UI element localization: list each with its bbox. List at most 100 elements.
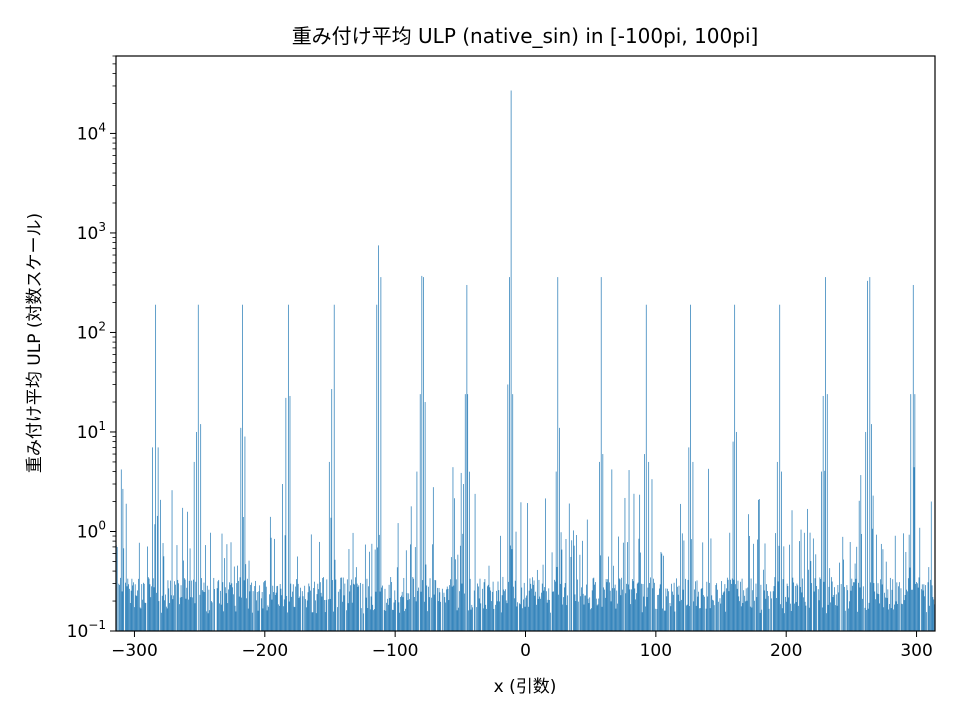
bar	[417, 590, 419, 631]
bar	[763, 569, 764, 631]
bar	[281, 595, 283, 631]
bar	[280, 588, 282, 631]
bar	[418, 587, 419, 631]
bar	[131, 578, 133, 631]
bar	[507, 384, 509, 631]
bar	[491, 591, 493, 631]
bar	[134, 584, 136, 631]
bar	[804, 601, 806, 631]
bar	[365, 597, 367, 631]
bar	[273, 592, 274, 631]
bar	[767, 595, 769, 631]
bar	[252, 591, 254, 631]
bar	[277, 585, 279, 631]
bar	[609, 590, 611, 631]
bar	[909, 567, 911, 631]
bar	[130, 590, 132, 631]
bar	[553, 591, 555, 631]
bar	[695, 605, 697, 631]
bar	[768, 608, 770, 631]
bar	[321, 596, 323, 631]
bar	[478, 598, 480, 631]
bar	[487, 586, 488, 631]
bar	[306, 607, 307, 631]
x-axis: −300 −200 −100 0 100 200 300	[111, 631, 933, 661]
bar	[296, 579, 297, 631]
bar	[317, 583, 319, 631]
bar	[266, 610, 268, 631]
bar	[409, 599, 410, 631]
bar	[862, 586, 864, 631]
bar	[423, 277, 424, 631]
bar	[688, 447, 690, 631]
bar	[269, 594, 270, 631]
bar	[187, 511, 188, 631]
bar	[315, 613, 317, 631]
bar	[565, 539, 567, 631]
bar	[796, 583, 798, 631]
bar	[759, 612, 761, 631]
bar	[707, 596, 709, 631]
bar	[208, 589, 210, 631]
bar	[575, 601, 577, 631]
bar	[404, 611, 405, 631]
bar	[871, 528, 873, 631]
bar	[597, 604, 599, 631]
bar	[694, 589, 695, 631]
bar	[700, 588, 702, 631]
bar	[930, 501, 932, 631]
bar	[133, 582, 134, 631]
bar	[529, 578, 531, 631]
bar	[270, 537, 272, 631]
bar	[870, 582, 871, 631]
bar	[247, 578, 248, 631]
bar	[383, 610, 385, 631]
bar	[399, 612, 401, 631]
bar	[495, 604, 496, 631]
bar	[140, 608, 142, 631]
bar	[922, 590, 924, 631]
bar	[614, 584, 616, 631]
bar	[145, 603, 147, 631]
bar	[362, 583, 364, 631]
bar	[852, 585, 853, 631]
bar	[444, 597, 446, 631]
bar	[464, 394, 466, 631]
bar	[387, 604, 389, 631]
bar	[220, 604, 222, 631]
bar	[723, 591, 725, 631]
bar	[748, 514, 749, 631]
bar	[290, 583, 292, 631]
bar	[531, 588, 532, 631]
bar	[200, 424, 202, 631]
bar	[419, 394, 421, 631]
bar	[441, 588, 443, 631]
bar	[262, 608, 264, 631]
bar	[851, 578, 853, 631]
bar	[328, 599, 329, 631]
bar	[871, 424, 872, 631]
bar	[483, 582, 485, 631]
bar	[435, 580, 437, 631]
bar	[876, 593, 878, 631]
bar	[830, 602, 831, 631]
bar	[456, 610, 458, 631]
bar	[636, 593, 637, 631]
bar	[416, 471, 418, 631]
bar	[254, 586, 256, 631]
bar	[921, 584, 923, 631]
bar	[849, 542, 851, 631]
bar	[427, 611, 428, 631]
bar	[309, 586, 310, 631]
bar	[532, 584, 534, 631]
bar	[816, 585, 817, 631]
bar	[482, 608, 484, 631]
bar	[712, 599, 713, 631]
bar	[876, 534, 877, 631]
bar	[127, 578, 129, 631]
bar	[499, 601, 500, 631]
bar	[154, 524, 156, 631]
bar	[904, 594, 906, 631]
bar	[521, 587, 523, 631]
bar	[594, 584, 595, 631]
